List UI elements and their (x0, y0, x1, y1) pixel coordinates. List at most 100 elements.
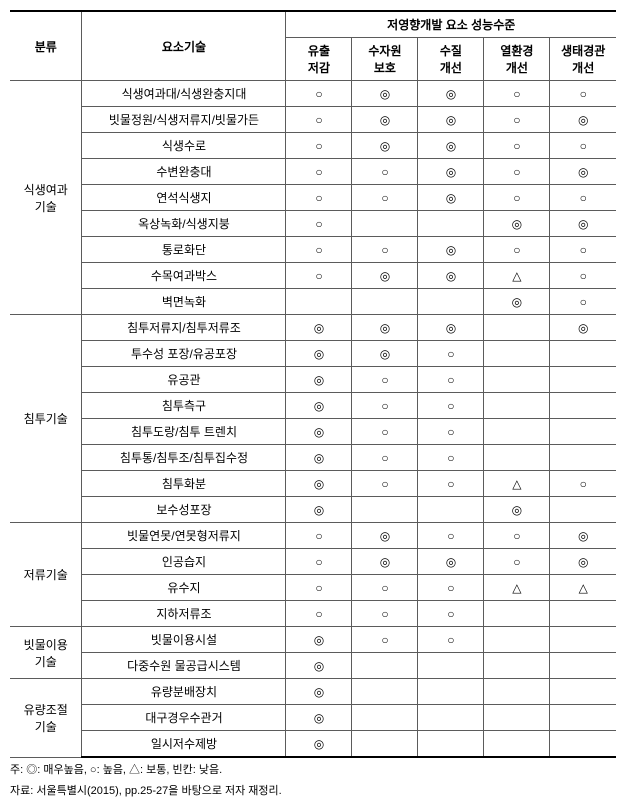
value-cell: ○ (484, 159, 550, 185)
value-cell: ○ (286, 263, 352, 289)
table-row: 대구경우수관거◎ (10, 705, 616, 731)
value-cell (418, 497, 484, 523)
value-cell (484, 315, 550, 341)
value-cell: ◎ (418, 133, 484, 159)
value-cell: ○ (352, 393, 418, 419)
value-cell: ○ (550, 471, 616, 497)
table-row: 다중수원 물공급시스템◎ (10, 653, 616, 679)
value-cell (286, 289, 352, 315)
value-cell (418, 705, 484, 731)
value-cell (550, 601, 616, 627)
value-cell (550, 627, 616, 653)
value-cell: ◎ (418, 315, 484, 341)
value-cell: ○ (352, 627, 418, 653)
value-cell: △ (550, 575, 616, 601)
value-cell: ◎ (352, 523, 418, 549)
value-cell: ○ (286, 133, 352, 159)
value-cell: ○ (550, 289, 616, 315)
tech-cell: 보수성포장 (82, 497, 286, 523)
value-cell: ◎ (286, 445, 352, 471)
value-cell: ○ (352, 601, 418, 627)
value-cell: ○ (418, 367, 484, 393)
value-cell: ◎ (418, 185, 484, 211)
table-row: 침투통/침투조/침투집수정◎○○ (10, 445, 616, 471)
value-cell (484, 419, 550, 445)
value-cell: △ (484, 575, 550, 601)
value-cell: ◎ (352, 263, 418, 289)
table-row: 인공습지○◎◎○◎ (10, 549, 616, 575)
value-cell: ◎ (550, 159, 616, 185)
value-cell: ◎ (550, 211, 616, 237)
value-cell (352, 497, 418, 523)
tech-cell: 유수지 (82, 575, 286, 601)
value-cell: ○ (550, 185, 616, 211)
header-category: 분류 (10, 11, 82, 81)
value-cell (484, 601, 550, 627)
value-cell (550, 341, 616, 367)
value-cell: ○ (352, 471, 418, 497)
value-cell (484, 393, 550, 419)
table-row: 투수성 포장/유공포장◎◎○ (10, 341, 616, 367)
table-row: 통로화단○○◎○○ (10, 237, 616, 263)
value-cell: ○ (550, 263, 616, 289)
value-cell: ○ (352, 419, 418, 445)
value-cell: ○ (352, 159, 418, 185)
tech-cell: 연석식생지 (82, 185, 286, 211)
value-cell (550, 679, 616, 705)
tech-cell: 통로화단 (82, 237, 286, 263)
value-cell: ○ (352, 185, 418, 211)
value-cell (352, 211, 418, 237)
value-cell: ○ (484, 107, 550, 133)
table-row: 침투기술침투저류지/침투저류조◎◎◎◎ (10, 315, 616, 341)
value-cell: ○ (550, 81, 616, 107)
category-cell: 저류기술 (10, 523, 82, 627)
tech-cell: 빗물이용시설 (82, 627, 286, 653)
tech-cell: 빗물연못/연못형저류지 (82, 523, 286, 549)
value-cell: ◎ (352, 107, 418, 133)
header-perf-2: 수질개선 (418, 38, 484, 81)
category-cell: 식생여과기술 (10, 81, 82, 315)
value-cell: ◎ (418, 263, 484, 289)
category-cell: 유량조절기술 (10, 679, 82, 758)
value-cell: ○ (418, 601, 484, 627)
value-cell: ◎ (286, 705, 352, 731)
table-row: 연석식생지○○◎○○ (10, 185, 616, 211)
value-cell (352, 731, 418, 758)
tech-cell: 옥상녹화/식생지붕 (82, 211, 286, 237)
value-cell (484, 627, 550, 653)
value-cell (484, 653, 550, 679)
value-cell: ○ (484, 81, 550, 107)
value-cell (352, 289, 418, 315)
value-cell: ○ (418, 575, 484, 601)
value-cell: ◎ (484, 289, 550, 315)
value-cell (550, 367, 616, 393)
value-cell (550, 445, 616, 471)
value-cell (352, 705, 418, 731)
value-cell: ○ (418, 393, 484, 419)
value-cell: ○ (418, 341, 484, 367)
table-row: 식생여과기술식생여과대/식생완충지대○◎◎○○ (10, 81, 616, 107)
value-cell: ○ (418, 445, 484, 471)
value-cell: ◎ (286, 367, 352, 393)
category-cell: 침투기술 (10, 315, 82, 523)
category-cell: 빗물이용기술 (10, 627, 82, 679)
value-cell: ◎ (418, 107, 484, 133)
table-row: 식생수로○◎◎○○ (10, 133, 616, 159)
value-cell: ○ (286, 549, 352, 575)
value-cell: ◎ (484, 211, 550, 237)
value-cell: ○ (484, 523, 550, 549)
value-cell: ○ (286, 601, 352, 627)
value-cell (484, 341, 550, 367)
value-cell: ○ (286, 523, 352, 549)
value-cell: ○ (286, 185, 352, 211)
table-row: 일시저수제방◎ (10, 731, 616, 758)
value-cell: ◎ (550, 107, 616, 133)
value-cell: ○ (418, 627, 484, 653)
value-cell (418, 289, 484, 315)
value-cell: ○ (550, 133, 616, 159)
value-cell: ◎ (286, 731, 352, 758)
value-cell: ◎ (286, 393, 352, 419)
table-row: 유수지○○○△△ (10, 575, 616, 601)
value-cell (550, 705, 616, 731)
value-cell: △ (484, 263, 550, 289)
